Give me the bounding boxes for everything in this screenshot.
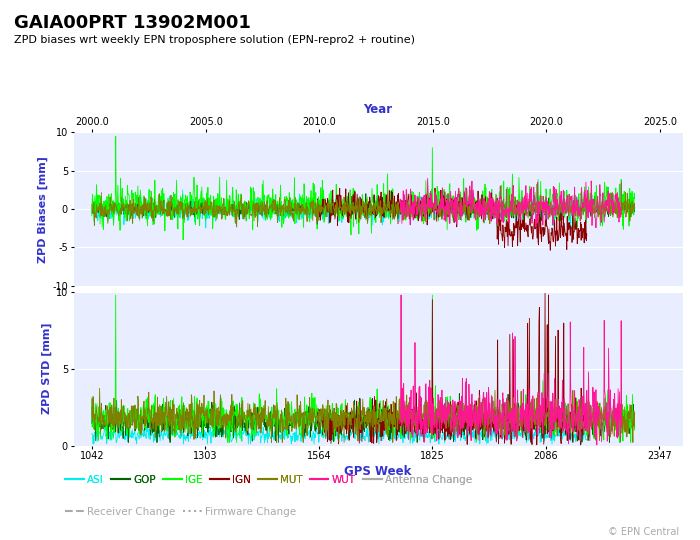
Legend: Receiver Change, Firmware Change: Receiver Change, Firmware Change (61, 503, 300, 521)
Text: © EPN Central: © EPN Central (608, 527, 679, 537)
X-axis label: Year: Year (363, 103, 393, 116)
X-axis label: GPS Week: GPS Week (344, 465, 412, 478)
Y-axis label: ZPD STD [mm]: ZPD STD [mm] (41, 323, 52, 415)
Legend: ASI, GOP, IGE, IGN, MUT, WUT, Antenna Change: ASI, GOP, IGE, IGN, MUT, WUT, Antenna Ch… (61, 470, 476, 489)
Text: GAIA00PRT 13902M001: GAIA00PRT 13902M001 (14, 14, 251, 31)
Text: ZPD biases wrt weekly EPN troposphere solution (EPN-repro2 + routine): ZPD biases wrt weekly EPN troposphere so… (14, 35, 415, 45)
Y-axis label: ZPD Biases [mm]: ZPD Biases [mm] (38, 156, 48, 262)
